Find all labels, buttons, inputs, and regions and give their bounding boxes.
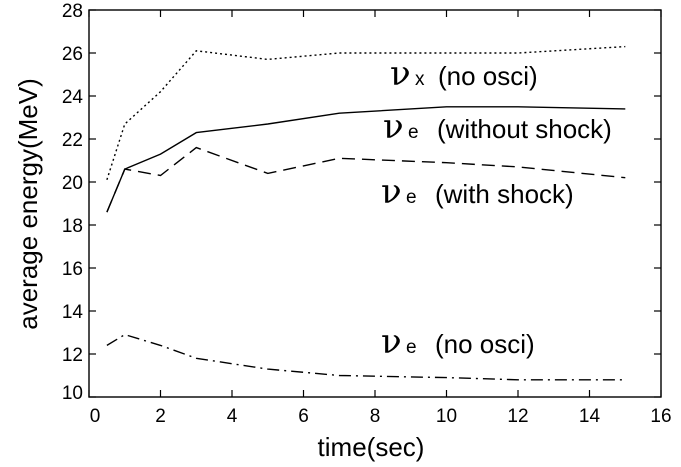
x-tick-label: 10 xyxy=(436,406,457,427)
y-tick-label: 10 xyxy=(62,383,83,404)
series-label: (with shock) xyxy=(435,179,574,209)
series-symbol: ν xyxy=(383,107,404,147)
series-subscript: e xyxy=(406,337,417,358)
x-tick-label: 12 xyxy=(507,406,528,427)
series-symbol: ν xyxy=(381,322,402,362)
y-tick-label: 12 xyxy=(62,345,83,366)
y-tick-label: 22 xyxy=(62,130,83,151)
series-subscript: x xyxy=(415,69,425,90)
x-tick-label: 2 xyxy=(155,406,166,427)
series-subscript: e xyxy=(408,122,419,143)
x-tick-label: 8 xyxy=(370,406,381,427)
series-symbol: ν xyxy=(381,172,402,212)
series-subscript: e xyxy=(406,187,417,208)
x-tick-label: 6 xyxy=(298,406,309,427)
y-tick-label: 18 xyxy=(62,216,83,237)
y-tick-label: 14 xyxy=(62,302,84,323)
series-symbol: ν xyxy=(390,54,411,94)
series-line-solid xyxy=(106,106,626,213)
series-label: (no osci) xyxy=(438,61,538,91)
x-tick-label: 14 xyxy=(579,406,601,427)
series-line-dashed xyxy=(106,146,626,213)
series-label: (without shock) xyxy=(437,114,612,144)
series-line-dashdot xyxy=(106,333,626,381)
series-annotations: ν x (no osci)ν e (without shock)ν e (with shoc… xyxy=(381,54,612,362)
series-label: (no osci) xyxy=(435,329,535,359)
y-tick-label: 16 xyxy=(62,259,83,280)
plot-frame xyxy=(88,9,662,398)
y-tick-label: 26 xyxy=(62,44,83,65)
x-tick-label: 4 xyxy=(227,406,238,427)
series-lines xyxy=(106,45,626,381)
y-tick-label: 28 xyxy=(62,1,83,22)
y-tick-label: 24 xyxy=(62,87,84,108)
y-axis-title: average energy(MeV) xyxy=(13,78,43,329)
x-tick-label: 0 xyxy=(90,406,101,427)
y-tick-label: 20 xyxy=(62,173,83,194)
x-tick-label: 16 xyxy=(650,406,671,427)
x-axis-title: time(sec) xyxy=(318,432,425,462)
